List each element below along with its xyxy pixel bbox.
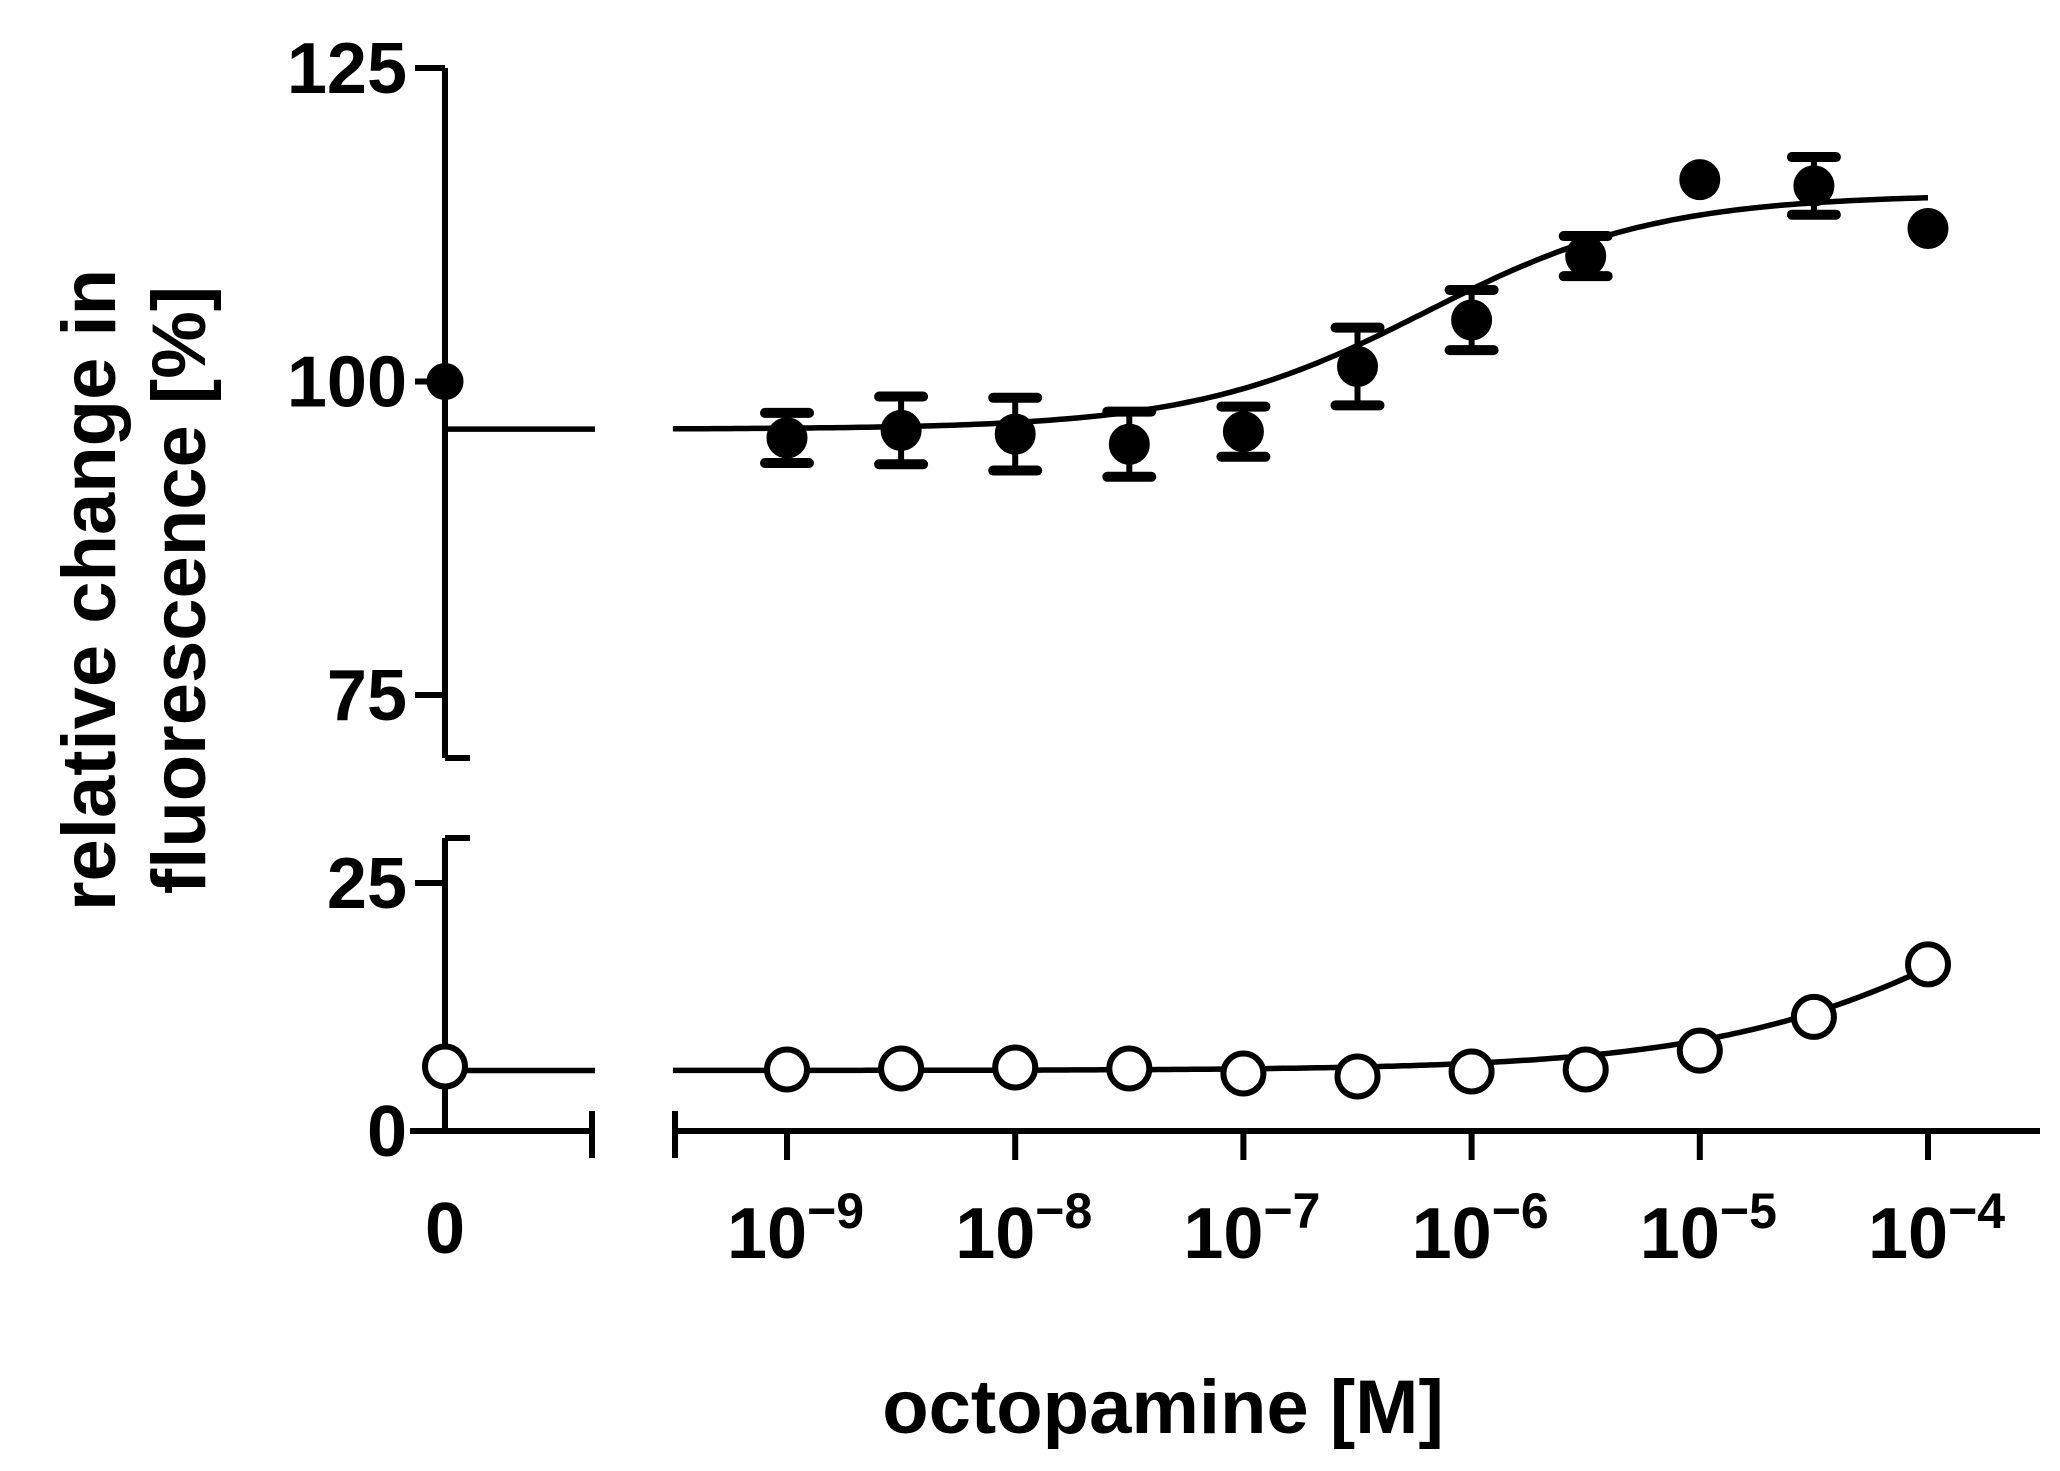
x-tick-label: 10−7 [1183, 1183, 1320, 1274]
x-tick-label: 10−6 [1412, 1183, 1549, 1274]
control-point-filled [426, 363, 464, 400]
data-point-open [1448, 1048, 1495, 1095]
data-points [422, 152, 1951, 1100]
y-tick-label: 75 [327, 656, 407, 736]
data-point-filled [1108, 423, 1150, 465]
data-point-filled [880, 409, 922, 451]
data-point-filled [1451, 299, 1493, 341]
x-ticks: 0 10−9 10−8 10−7 10−6 10−5 10−4 [425, 1131, 2005, 1274]
data-point-filled [1222, 411, 1264, 453]
y-axis-lower [442, 835, 470, 1134]
x-tick-label: 10−5 [1640, 1183, 1777, 1274]
y-axis-title: relative change in fluorescence [%] [47, 269, 222, 911]
data-point-open [764, 1046, 810, 1093]
data-point-filled [1907, 208, 1949, 250]
fit-curves [445, 195, 1930, 1074]
data-point-filled [1565, 235, 1607, 277]
x-tick-label-zero: 0 [425, 1189, 465, 1269]
y-tick-label: 25 [327, 844, 407, 924]
data-point-open [1676, 1027, 1723, 1074]
data-point-open [992, 1044, 1039, 1091]
x-tick-label: 10−4 [1868, 1183, 2005, 1274]
data-point-open [1562, 1046, 1609, 1093]
data-point-open [1334, 1053, 1381, 1100]
y-ticks: 125 100 75 25 0 [287, 29, 445, 1172]
data-point-filled [994, 413, 1036, 455]
data-point-open [1106, 1045, 1153, 1092]
fit-curve-open [672, 965, 1930, 1074]
y-axis-title-line1: relative change in [47, 269, 132, 911]
x-axis-title: octopamine [M] [882, 1365, 1444, 1450]
x-axis-control-segment [410, 1111, 595, 1158]
data-point-filled [1337, 345, 1378, 387]
y-tick-label: 100 [287, 343, 407, 423]
y-axis-upper [442, 68, 470, 761]
x-tick-label: 10−8 [955, 1183, 1092, 1274]
control-point-open [422, 1043, 468, 1090]
data-point-filled [1679, 159, 1721, 201]
data-point-open [1790, 993, 1837, 1040]
y-axis-title-line2: fluorescence [%] [137, 286, 222, 894]
data-point-filled [1793, 165, 1835, 207]
data-point-filled [766, 417, 808, 459]
y-tick-label: 125 [287, 29, 407, 109]
data-point-open [1905, 941, 1951, 988]
data-point-open [878, 1045, 925, 1092]
x-axis-log-segment [672, 1111, 2040, 1158]
data-point-open [1220, 1050, 1267, 1097]
x-tick-label: 10−9 [727, 1183, 864, 1274]
fit-curve-filled [672, 195, 1929, 432]
y-tick-label: 0 [367, 1092, 407, 1172]
